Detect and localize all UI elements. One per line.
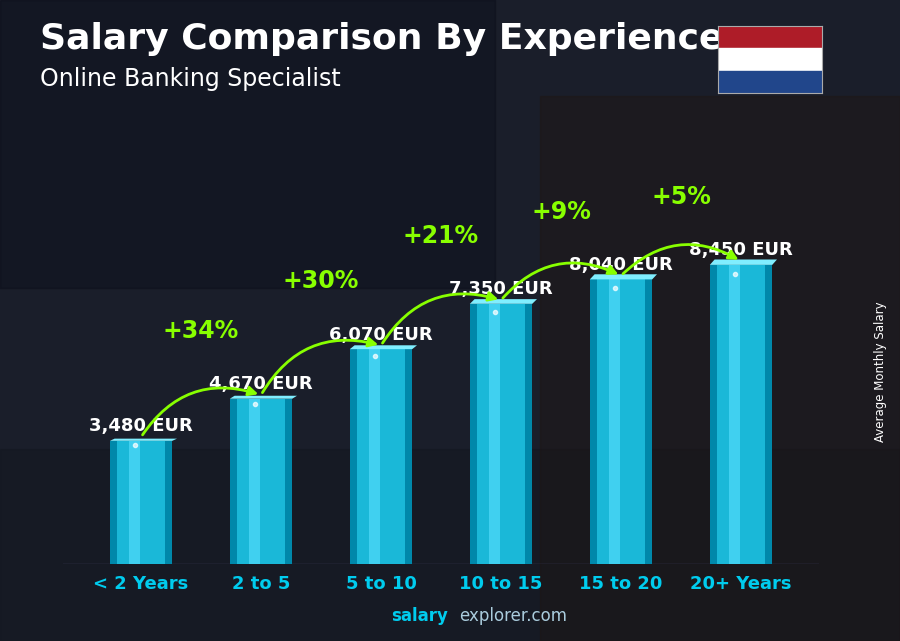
Bar (249, 399, 260, 564)
Text: 3,480 EUR: 3,480 EUR (89, 417, 193, 435)
Text: +5%: +5% (651, 185, 711, 209)
Bar (765, 265, 772, 564)
Bar (110, 441, 117, 564)
Text: 8,040 EUR: 8,040 EUR (569, 256, 673, 274)
Text: Online Banking Specialist: Online Banking Specialist (40, 67, 341, 91)
Bar (710, 265, 772, 564)
Text: Average Monthly Salary: Average Monthly Salary (874, 301, 886, 442)
Bar (729, 265, 741, 564)
Bar (718, 26, 822, 48)
Bar (590, 279, 598, 564)
Text: 8,450 EUR: 8,450 EUR (689, 241, 793, 260)
Bar (644, 279, 652, 564)
Bar (470, 304, 477, 564)
Bar (718, 48, 822, 71)
Bar (0, 0, 495, 288)
Bar (350, 349, 412, 564)
Bar (718, 71, 822, 93)
Bar (284, 399, 292, 564)
Text: 4,670 EUR: 4,670 EUR (209, 375, 313, 393)
Polygon shape (230, 395, 297, 399)
Bar (0, 0, 495, 288)
Text: explorer.com: explorer.com (459, 607, 567, 625)
Bar (230, 399, 292, 564)
Bar (489, 304, 500, 564)
Text: Salary Comparison By Experience: Salary Comparison By Experience (40, 22, 724, 56)
Bar (590, 279, 652, 564)
Polygon shape (350, 345, 417, 349)
Text: +21%: +21% (403, 224, 479, 248)
Text: 7,350 EUR: 7,350 EUR (449, 280, 553, 298)
Bar (165, 441, 172, 564)
Polygon shape (710, 260, 777, 265)
Bar (405, 349, 412, 564)
Bar (540, 96, 900, 641)
Text: +34%: +34% (163, 319, 239, 343)
Bar (525, 304, 532, 564)
Bar (129, 441, 140, 564)
Bar (369, 349, 381, 564)
Polygon shape (470, 299, 537, 304)
Bar (110, 441, 172, 564)
Bar (470, 304, 532, 564)
Text: 6,070 EUR: 6,070 EUR (329, 326, 433, 344)
Bar (350, 349, 357, 564)
Bar (0, 449, 900, 641)
Polygon shape (590, 274, 657, 279)
Text: +30%: +30% (283, 269, 359, 294)
Bar (230, 399, 238, 564)
Polygon shape (110, 438, 177, 441)
Bar (609, 279, 620, 564)
Text: salary: salary (392, 607, 448, 625)
Text: +9%: +9% (531, 199, 591, 224)
Bar (710, 265, 717, 564)
